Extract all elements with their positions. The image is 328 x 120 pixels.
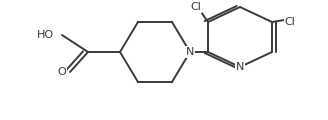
Text: N: N: [186, 47, 194, 57]
Text: Cl: Cl: [285, 17, 296, 27]
Text: Cl: Cl: [191, 2, 201, 12]
Text: HO: HO: [37, 30, 54, 40]
Text: N: N: [236, 62, 244, 72]
Text: O: O: [57, 67, 66, 77]
